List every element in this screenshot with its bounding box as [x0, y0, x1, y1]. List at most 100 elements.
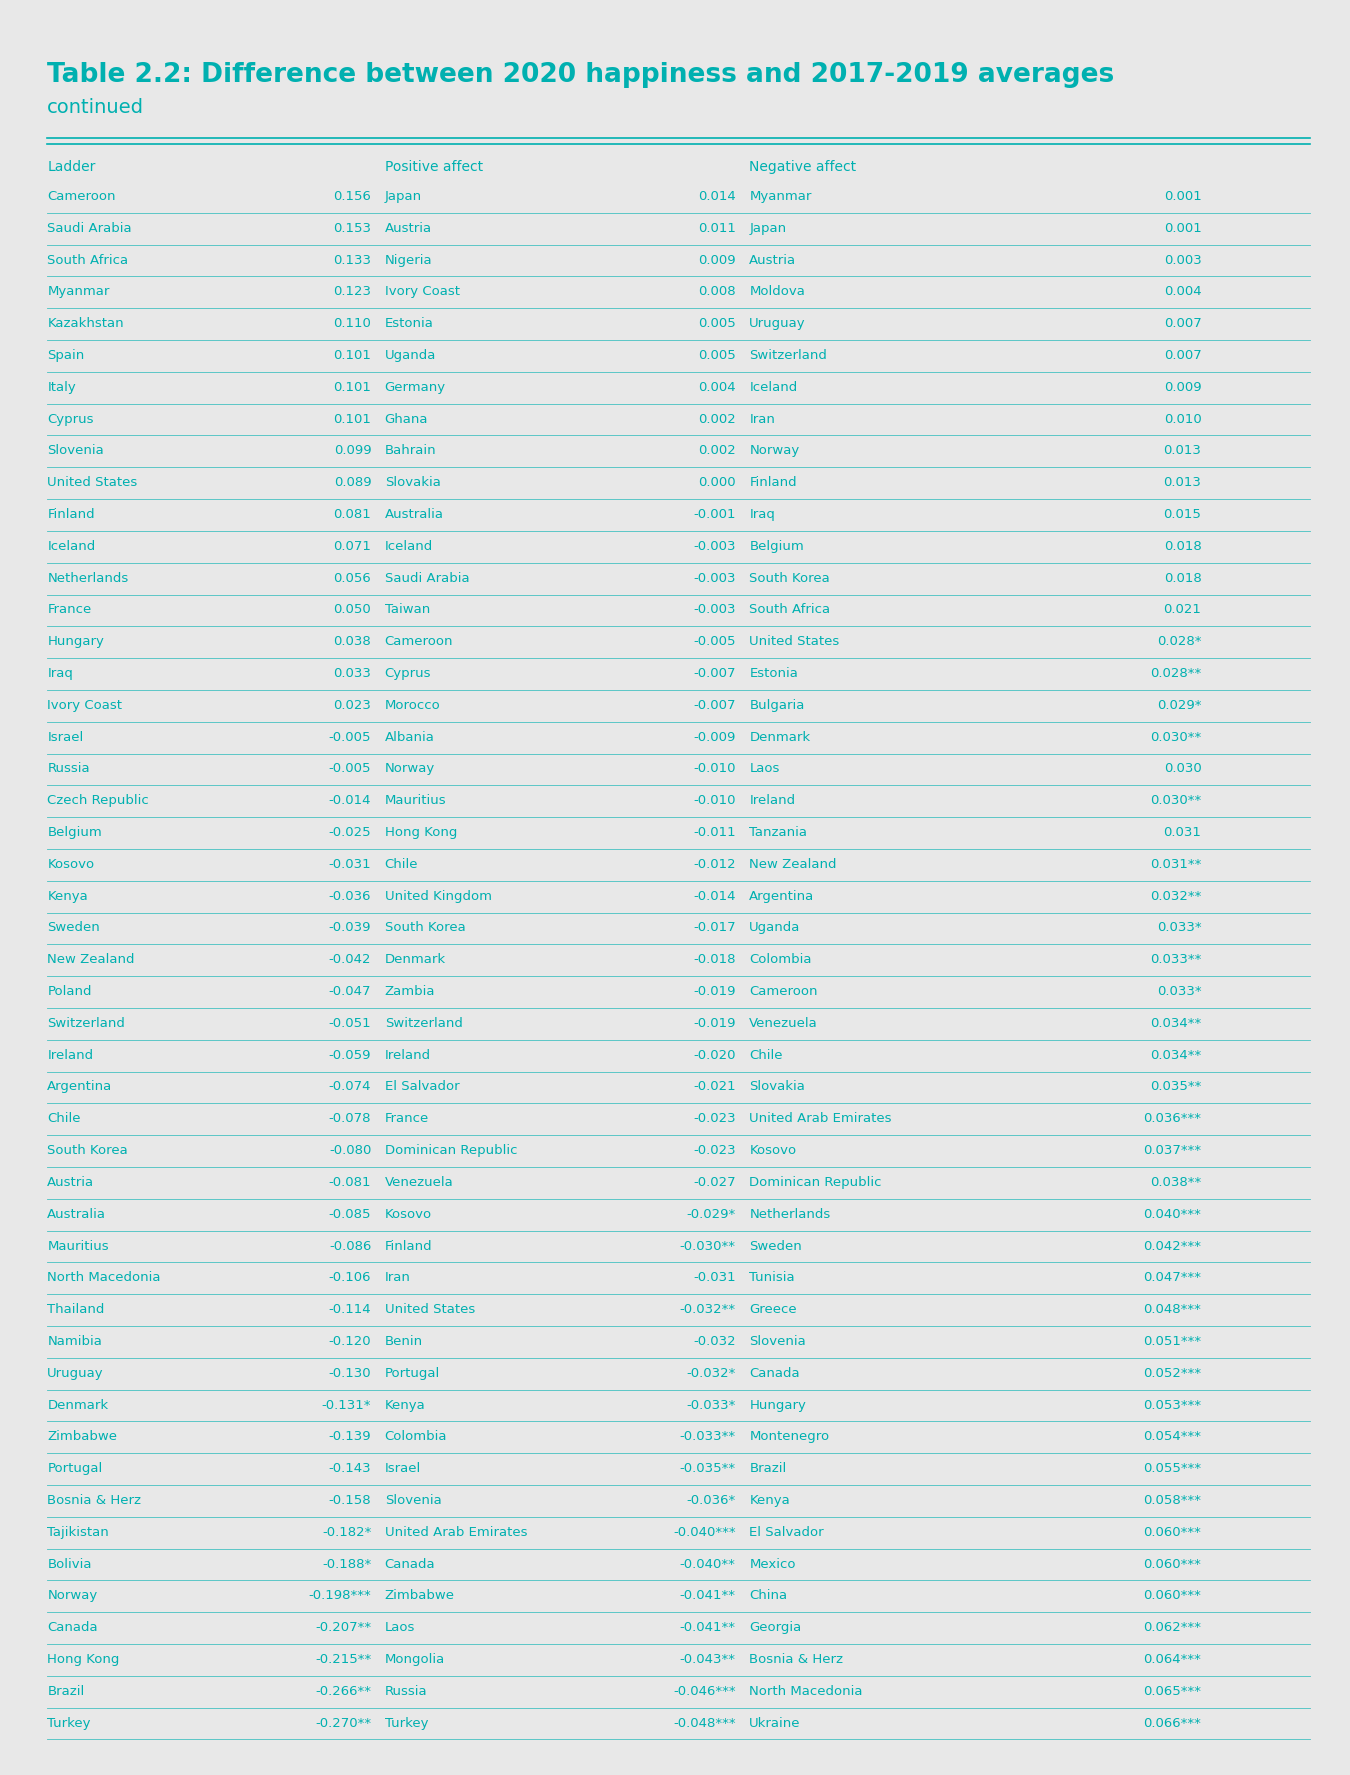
- Text: Tajikistan: Tajikistan: [47, 1526, 109, 1539]
- Text: South Africa: South Africa: [47, 254, 128, 266]
- Text: 0.000: 0.000: [698, 476, 736, 490]
- Text: Czech Republic: Czech Republic: [47, 793, 148, 808]
- Text: Nigeria: Nigeria: [385, 254, 432, 266]
- Text: Slovenia: Slovenia: [385, 1495, 441, 1507]
- Text: Venezuela: Venezuela: [385, 1175, 454, 1189]
- Text: Hungary: Hungary: [47, 635, 104, 648]
- Text: 0.028**: 0.028**: [1150, 667, 1202, 680]
- Text: Australia: Australia: [385, 508, 444, 522]
- Text: -0.001: -0.001: [694, 508, 736, 522]
- Text: -0.131*: -0.131*: [321, 1399, 371, 1411]
- Text: 0.058***: 0.058***: [1143, 1495, 1202, 1507]
- Text: -0.025: -0.025: [328, 825, 371, 840]
- Text: 0.007: 0.007: [1164, 318, 1202, 330]
- Text: -0.029*: -0.029*: [687, 1207, 736, 1221]
- Text: Montenegro: Montenegro: [749, 1431, 829, 1443]
- Text: Sweden: Sweden: [749, 1239, 802, 1253]
- Text: -0.033*: -0.033*: [686, 1399, 736, 1411]
- Text: 0.036***: 0.036***: [1143, 1113, 1202, 1125]
- Text: Mauritius: Mauritius: [385, 793, 447, 808]
- Text: Colombia: Colombia: [385, 1431, 447, 1443]
- Text: -0.188*: -0.188*: [323, 1558, 371, 1571]
- Text: Cameroon: Cameroon: [385, 635, 454, 648]
- Text: Uganda: Uganda: [749, 921, 801, 934]
- Text: United States: United States: [385, 1303, 475, 1315]
- Text: -0.023: -0.023: [693, 1145, 736, 1157]
- Text: -0.041**: -0.041**: [680, 1589, 736, 1603]
- Text: -0.014: -0.014: [329, 793, 371, 808]
- Text: 0.033*: 0.033*: [1157, 921, 1202, 934]
- Text: 0.071: 0.071: [333, 540, 371, 552]
- Text: Iceland: Iceland: [385, 540, 433, 552]
- Text: New Zealand: New Zealand: [47, 953, 135, 966]
- Text: Negative affect: Negative affect: [749, 160, 856, 174]
- Text: -0.081: -0.081: [329, 1175, 371, 1189]
- Text: 0.031**: 0.031**: [1150, 857, 1202, 872]
- Text: -0.018: -0.018: [694, 953, 736, 966]
- Text: -0.005: -0.005: [329, 763, 371, 776]
- Text: 0.030: 0.030: [1164, 763, 1202, 776]
- Text: Thailand: Thailand: [47, 1303, 105, 1315]
- Text: -0.012: -0.012: [693, 857, 736, 872]
- Text: 0.052***: 0.052***: [1143, 1367, 1202, 1379]
- Text: Venezuela: Venezuela: [749, 1017, 818, 1030]
- Text: 0.060***: 0.060***: [1143, 1558, 1202, 1571]
- Text: Denmark: Denmark: [47, 1399, 108, 1411]
- Text: -0.046***: -0.046***: [674, 1684, 736, 1699]
- Text: 0.014: 0.014: [698, 190, 736, 202]
- Text: Canada: Canada: [749, 1367, 799, 1379]
- Text: -0.031: -0.031: [328, 857, 371, 872]
- Text: 0.123: 0.123: [333, 286, 371, 298]
- Text: Zambia: Zambia: [385, 985, 435, 998]
- Text: 0.051***: 0.051***: [1143, 1335, 1202, 1347]
- Text: -0.130: -0.130: [328, 1367, 371, 1379]
- Text: 0.008: 0.008: [698, 286, 736, 298]
- Text: -0.074: -0.074: [329, 1081, 371, 1093]
- Text: -0.032**: -0.032**: [679, 1303, 736, 1315]
- Text: -0.085: -0.085: [329, 1207, 371, 1221]
- Text: Russia: Russia: [385, 1684, 428, 1699]
- Text: Norway: Norway: [47, 1589, 97, 1603]
- Text: Portugal: Portugal: [47, 1463, 103, 1475]
- Text: Taiwan: Taiwan: [385, 604, 431, 616]
- Text: 0.156: 0.156: [333, 190, 371, 202]
- Text: 0.038: 0.038: [333, 635, 371, 648]
- Text: 0.034**: 0.034**: [1150, 1017, 1202, 1030]
- Text: South Korea: South Korea: [47, 1145, 128, 1157]
- Text: -0.020: -0.020: [694, 1049, 736, 1061]
- Text: -0.033**: -0.033**: [679, 1431, 736, 1443]
- Text: Albania: Albania: [385, 731, 435, 744]
- Text: Austria: Austria: [47, 1175, 95, 1189]
- Text: France: France: [385, 1113, 429, 1125]
- Text: -0.005: -0.005: [329, 731, 371, 744]
- Text: United States: United States: [47, 476, 138, 490]
- Text: Turkey: Turkey: [47, 1716, 90, 1729]
- Text: Slovenia: Slovenia: [749, 1335, 806, 1347]
- Text: 0.021: 0.021: [1164, 604, 1202, 616]
- Text: Mexico: Mexico: [749, 1558, 795, 1571]
- Text: 0.056: 0.056: [333, 572, 371, 584]
- Text: Dominican Republic: Dominican Republic: [749, 1175, 882, 1189]
- Text: United Arab Emirates: United Arab Emirates: [385, 1526, 528, 1539]
- Text: Iraq: Iraq: [749, 508, 775, 522]
- Text: 0.009: 0.009: [1164, 382, 1202, 394]
- Text: Iraq: Iraq: [47, 667, 73, 680]
- Text: 0.023: 0.023: [333, 699, 371, 712]
- Text: -0.143: -0.143: [328, 1463, 371, 1475]
- Text: Austria: Austria: [749, 254, 796, 266]
- Text: Poland: Poland: [47, 985, 92, 998]
- Text: Kosovo: Kosovo: [385, 1207, 432, 1221]
- Text: 0.050: 0.050: [333, 604, 371, 616]
- Text: Tanzania: Tanzania: [749, 825, 807, 840]
- Text: 0.065***: 0.065***: [1143, 1684, 1202, 1699]
- Text: Zimbabwe: Zimbabwe: [47, 1431, 117, 1443]
- Text: Switzerland: Switzerland: [749, 350, 828, 362]
- Text: Finland: Finland: [47, 508, 95, 522]
- Text: 0.033**: 0.033**: [1150, 953, 1202, 966]
- Text: Bosnia & Herz: Bosnia & Herz: [47, 1495, 142, 1507]
- Text: 0.033: 0.033: [333, 667, 371, 680]
- Text: Cyprus: Cyprus: [47, 412, 93, 426]
- Text: Brazil: Brazil: [47, 1684, 85, 1699]
- Text: Ukraine: Ukraine: [749, 1716, 801, 1729]
- Text: -0.078: -0.078: [329, 1113, 371, 1125]
